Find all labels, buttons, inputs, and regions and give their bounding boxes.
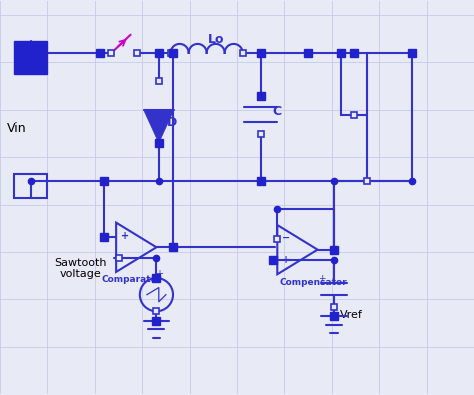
- Bar: [341, 53, 367, 115]
- Text: +: +: [121, 231, 129, 241]
- Text: Vin: Vin: [7, 122, 27, 135]
- Text: Compensator: Compensator: [279, 278, 346, 287]
- Text: +: +: [282, 255, 290, 265]
- Polygon shape: [144, 110, 174, 143]
- Bar: [14, 174, 47, 198]
- Text: −: −: [282, 233, 290, 243]
- Text: Sawtooth
voltage: Sawtooth voltage: [55, 258, 107, 279]
- Text: C: C: [273, 105, 282, 118]
- Text: −: −: [121, 252, 129, 263]
- Text: Comparator: Comparator: [101, 275, 162, 284]
- Text: +: +: [318, 275, 325, 283]
- Text: Lo: Lo: [208, 32, 224, 45]
- Text: D: D: [167, 117, 178, 130]
- Bar: [14, 41, 47, 74]
- Text: +: +: [155, 269, 163, 278]
- Text: Vref: Vref: [340, 310, 363, 320]
